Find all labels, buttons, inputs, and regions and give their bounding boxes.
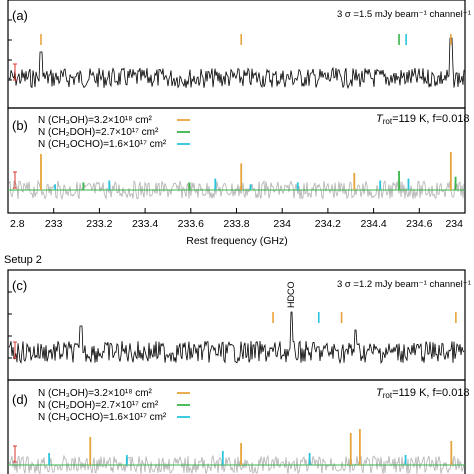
xtick-label-3: 233.4 [132,218,158,230]
panel-c-line-markers [272,312,457,323]
panel-c-y-ticks [8,291,12,359]
panel-c-annotation: 3 σ =1.2 mJy beam⁻¹ channel⁻¹ [337,279,471,290]
panel-c-label: (c) [12,278,27,293]
panel-c-error-bar [13,341,17,359]
xtick-label-8: 234.4 [360,218,386,230]
legend-d-ch3ocho-label: N (CH₃OCHO)=1.6×10¹⁷ cm² [38,412,167,423]
panel-c: (c) 3 σ =1.2 mJy beam⁻¹ channel⁻¹ HDCO [7,269,471,381]
xtick-label-1: 233 [45,218,63,230]
panel-b-x-ticks: 2.8 233 233.2 233.4 233.6 233.8 234 234.2 234.4 2… [7,208,466,230]
xtick-label-4: 233.6 [178,218,204,230]
panel-d-residual-spectrum [8,454,465,474]
panel-d-residual-trace [8,454,465,474]
panel-d-error-bar [13,445,17,463]
xtick-label-5: 233.8 [223,218,249,230]
panel-b-model-lines [40,152,457,190]
panel-a-line-markers [40,34,452,45]
x-axis-label: Rest frequency (GHz) [186,235,288,247]
panel-b: (b) N (CH₃OH)=3.2×10¹⁸ cm² N (CH₂DOH)=2.… [7,107,470,230]
xtick-label-2: 233.2 [86,218,112,230]
panel-a-error-bar [13,63,17,81]
legend-ch3oh-label: N (CH₃OH)=3.2×10¹⁸ cm² [38,115,153,126]
xtick-label-9: 234.6 [406,218,432,230]
panel-a-observed-spectrum [8,37,465,90]
setup-label: Setup 2 [4,254,42,266]
panel-a-annotation: 3 σ =1.5 mJy beam⁻¹ channel⁻¹ [337,9,471,20]
panel-d-model-lines [48,429,453,465]
panel-a-trace [8,37,465,90]
panel-c-observed-spectrum [8,311,465,365]
legend-d-ch2doh-label: N (CH₂DOH)=2.7×10¹⁷ cm² [38,400,159,411]
xtick-label-7: 234.2 [315,218,341,230]
panel-d: (d) N (CH₃OH)=3.2×10¹⁸ cm² N (CH₂DOH)=2.… [7,379,470,474]
panel-b-error-bar [13,171,17,189]
legend-ch2doh-label: N (CH₂DOH)=2.7×10¹⁷ cm² [38,127,159,138]
panel-b-legend: N (CH₃OH)=3.2×10¹⁸ cm² N (CH₂DOH)=2.7×10… [38,115,190,150]
panel-a: (a) 3 σ =1.5 mJy beam⁻¹ channel⁻¹ [7,0,471,109]
panel-c-trace [8,311,465,365]
xtick-label-6: 234 [273,218,291,230]
panel-d-annotation: Trot=119 K, f=0.018 [376,387,470,400]
legend-ch3ocho-label: N (CH₃OCHO)=1.6×10¹⁷ cm² [38,139,167,150]
panel-b-label: (b) [12,118,28,133]
panel-a-label: (a) [12,8,28,23]
legend-d-ch3oh-label: N (CH₃OH)=3.2×10¹⁸ cm² [38,388,153,399]
xtick-label-0: 2.8 [10,218,25,230]
panel-b-annotation: Trot=119 K, f=0.018 [376,113,470,126]
panel-d-label: (d) [12,392,28,407]
panel-d-legend: N (CH₃OH)=3.2×10¹⁸ cm² N (CH₂DOH)=2.7×10… [38,388,190,423]
xtick-label-10: 234 [445,218,463,230]
panel-a-y-ticks [8,19,12,81]
hdco-label: HDCO [286,282,296,309]
